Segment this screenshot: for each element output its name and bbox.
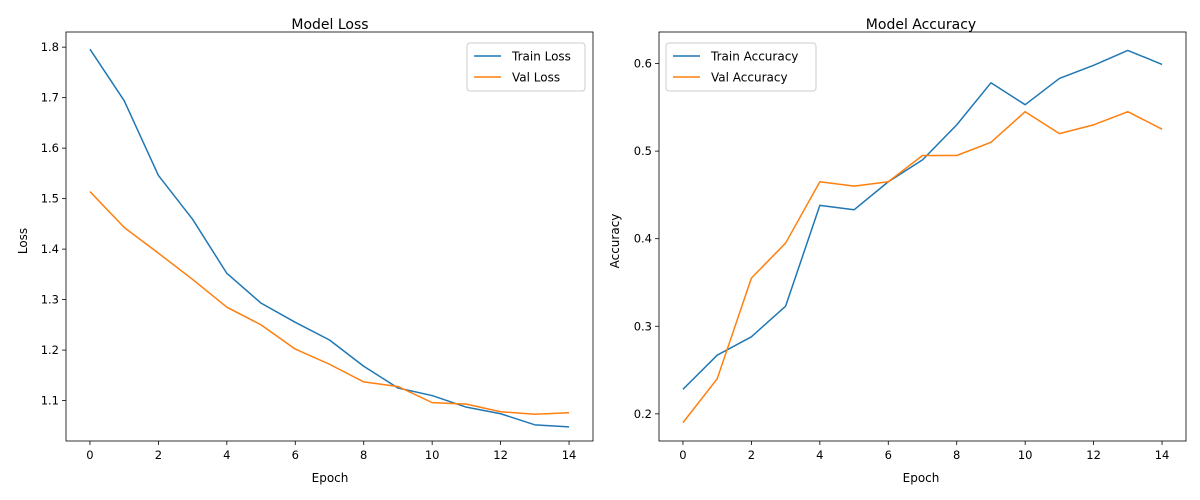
loss-chart-title: Model Loss [291, 17, 368, 33]
accuracy-chart: 0 2 4 6 8 10 12 14 0.2 0.3 0.4 0.5 0.6 Model Accurac… [608, 17, 1187, 485]
loss-plot-area: 0 2 4 6 8 10 12 14 1.1 1.2 1.3 1.4 1.5 1.6 1.7 1.8 [41, 31, 594, 462]
accuracy-x-tick-label: 14 [1155, 448, 1170, 462]
accuracy-x-tick-label: 10 [1018, 448, 1033, 462]
legend-train-loss-label: Train Loss [511, 50, 571, 64]
loss-legend: Train Loss Val Loss [466, 42, 586, 92]
accuracy-x-tick-label: 8 [953, 448, 960, 462]
loss-x-axis-label: Epoch [312, 471, 349, 485]
accuracy-plot-area: 0 2 4 6 8 10 12 14 0.2 0.3 0.4 0.5 0.6 [634, 31, 1187, 462]
loss-y-tick-label: 1.7 [41, 91, 59, 105]
loss-axes-frame [65, 31, 594, 442]
accuracy-legend-frame [665, 42, 817, 92]
loss-x-tick-label: 8 [360, 448, 367, 462]
loss-x-tick-label: 12 [493, 448, 508, 462]
accuracy-y-tick-label: 0.5 [634, 144, 652, 158]
loss-x-tick-label: 14 [562, 448, 577, 462]
loss-y-tick-label: 1.2 [41, 343, 59, 357]
accuracy-y-tick-label: 0.4 [634, 232, 652, 246]
accuracy-x-tick-label: 4 [816, 448, 823, 462]
loss-x-tick-label: 2 [155, 448, 162, 462]
loss-y-tick-label: 1.4 [41, 242, 59, 256]
accuracy-x-tick-label: 0 [679, 448, 686, 462]
loss-y-tick-label: 1.3 [41, 293, 59, 307]
loss-y-axis-label: Loss [16, 228, 30, 254]
series-line-train-loss [89, 48, 570, 428]
loss-x-tick-label: 4 [223, 448, 230, 462]
accuracy-y-tick-label: 0.2 [634, 407, 652, 421]
loss-x-tick-label: 0 [86, 448, 93, 462]
legend-train-accuracy-label: Train Accuracy [710, 50, 798, 64]
accuracy-legend: Train Accuracy Val Accuracy [665, 42, 817, 92]
accuracy-x-tick-label: 12 [1086, 448, 1101, 462]
accuracy-chart-title: Model Accuracy [866, 17, 976, 33]
loss-y-tick-label: 1.5 [41, 192, 59, 206]
loss-legend-frame [466, 42, 586, 92]
accuracy-x-tick-label: 2 [748, 448, 755, 462]
accuracy-y-axis-label: Accuracy [608, 214, 622, 269]
accuracy-x-axis-label: Epoch [903, 471, 940, 485]
loss-x-tick-label: 10 [425, 448, 440, 462]
loss-x-tick-label: 6 [292, 448, 299, 462]
legend-val-loss-label: Val Loss [512, 71, 560, 85]
loss-y-tick-label: 1.8 [41, 40, 59, 54]
loss-y-tick-label: 1.1 [41, 394, 59, 408]
accuracy-axes-frame [658, 31, 1187, 442]
legend-val-accuracy-label: Val Accuracy [711, 71, 788, 85]
accuracy-y-tick-label: 0.3 [634, 319, 652, 333]
accuracy-y-tick-label: 0.6 [634, 57, 652, 71]
series-line-val-loss [89, 191, 570, 415]
loss-chart: 0 2 4 6 8 10 12 14 1.1 1.2 1.3 1.4 1.5 1.6 1.7 1.8 Mode… [16, 17, 594, 485]
series-line-train-accuracy [682, 49, 1163, 390]
series-line-val-accuracy [682, 110, 1163, 424]
loss-y-tick-label: 1.6 [41, 141, 59, 155]
accuracy-x-tick-label: 6 [885, 448, 892, 462]
